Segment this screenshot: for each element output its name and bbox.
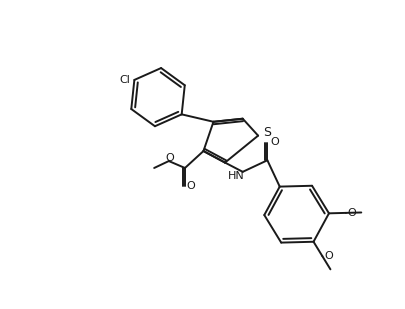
Text: O: O	[269, 137, 278, 147]
Text: Cl: Cl	[119, 75, 130, 85]
Text: O: O	[323, 251, 332, 261]
Text: S: S	[263, 126, 271, 139]
Text: O: O	[347, 208, 356, 218]
Text: HN: HN	[228, 171, 244, 181]
Text: O: O	[186, 181, 195, 192]
Text: O: O	[165, 153, 173, 163]
